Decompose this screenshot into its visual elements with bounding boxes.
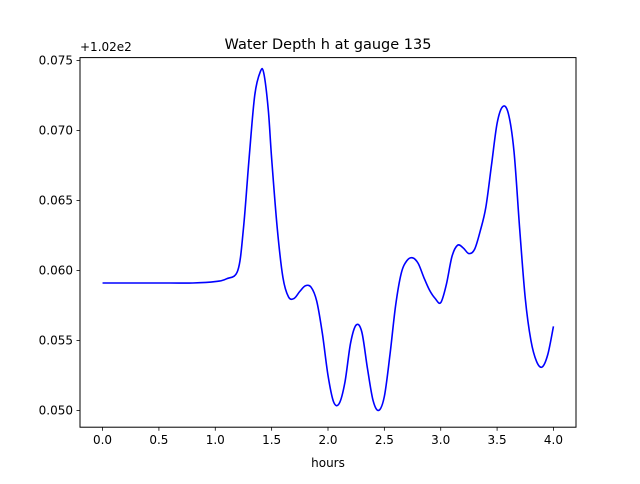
- x-tick-label: 2.0: [318, 433, 337, 447]
- y-tick-label: 0.075: [39, 54, 73, 68]
- y-tick-label: 0.070: [39, 124, 73, 138]
- x-tick-label: 3.5: [488, 433, 507, 447]
- series-line-0: [102, 67, 555, 412]
- y-tick-label: 0.055: [39, 334, 73, 348]
- y-tick-label: 0.060: [39, 264, 73, 278]
- x-axis-ticks: 0.0 0.5 1.0 1.5 2.0 2.5 3.0 3.5 4.0: [93, 427, 563, 447]
- x-axis-label: hours: [311, 456, 345, 470]
- x-tick-label: 2.5: [375, 433, 394, 447]
- y-axis-ticks: 0.050 0.055 0.060 0.065 0.070 0.075: [39, 54, 80, 418]
- x-tick-label: 0.0: [93, 433, 112, 447]
- x-tick-label: 1.0: [206, 433, 225, 447]
- x-tick-label: 4.0: [544, 433, 563, 447]
- y-offset-label: +1.02e2: [80, 40, 132, 54]
- series-layer: [102, 67, 555, 412]
- x-tick-label: 1.5: [262, 433, 281, 447]
- y-tick-label: 0.065: [39, 194, 73, 208]
- y-tick-label: 0.050: [39, 404, 73, 418]
- chart-title: Water Depth h at gauge 135: [225, 37, 432, 53]
- x-tick-label: 0.5: [149, 433, 168, 447]
- x-tick-label: 3.0: [431, 433, 450, 447]
